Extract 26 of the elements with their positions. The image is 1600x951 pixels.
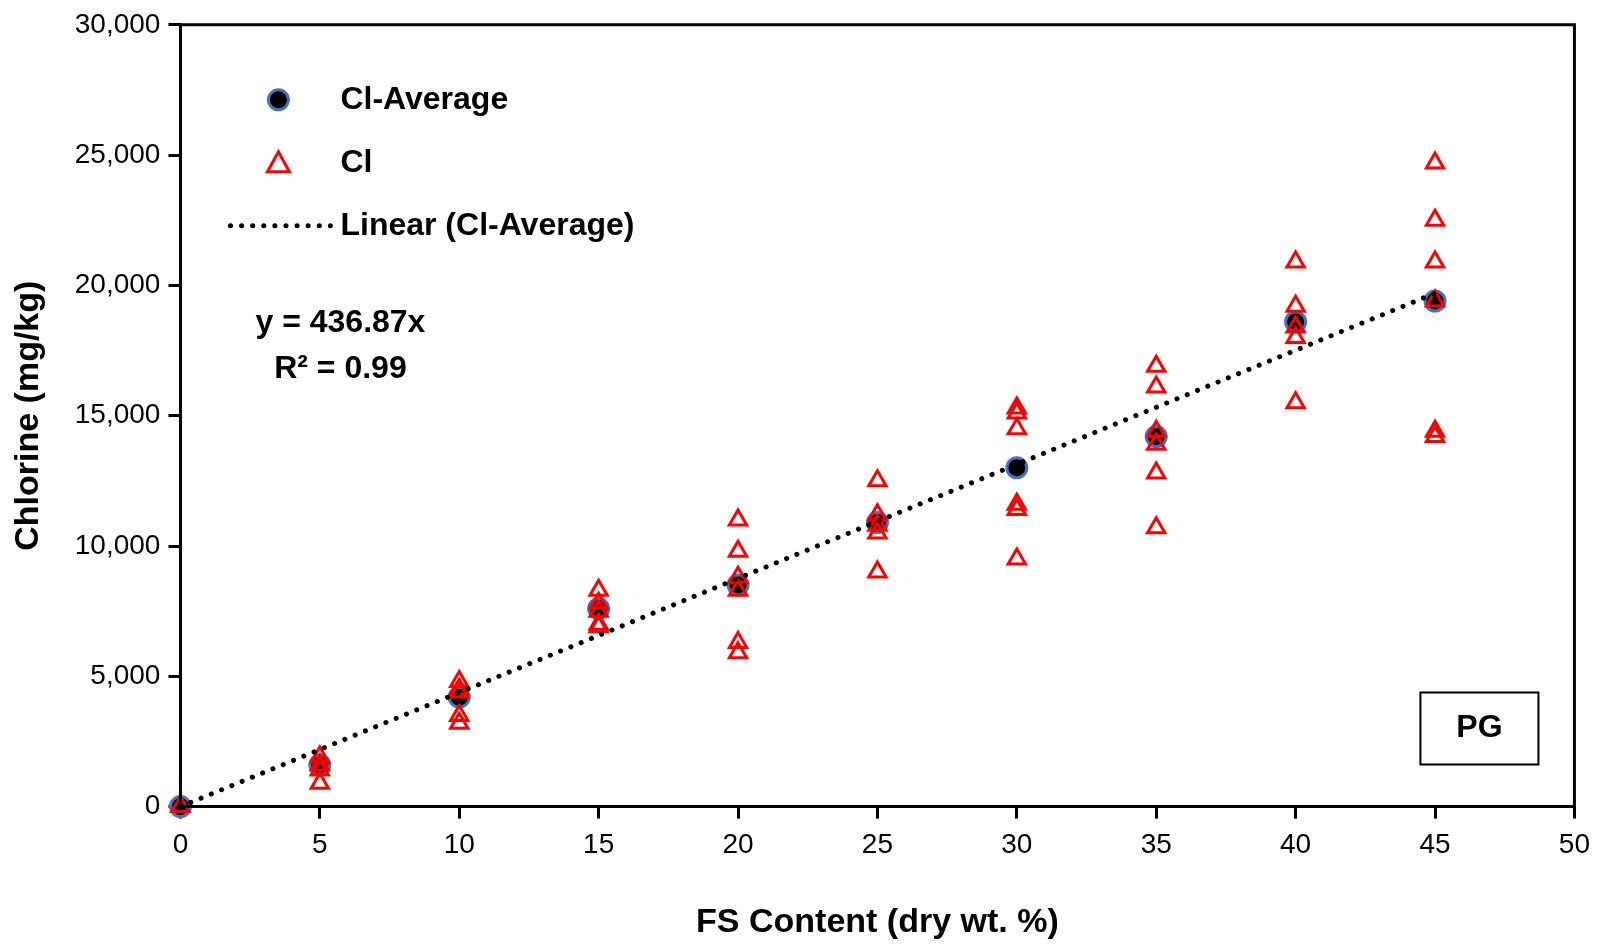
x-tick-label: 25 — [861, 828, 894, 860]
x-tick-label: 30 — [1001, 828, 1033, 860]
y-tick-label: 30,000 — [74, 7, 161, 39]
annotation: R² = 0.99 — [274, 348, 407, 385]
annotation: PG — [1456, 708, 1503, 745]
x-tick-label: 40 — [1280, 828, 1312, 860]
y-tick-label: 15,000 — [74, 398, 161, 430]
legend-label: Linear (Cl-Average) — [340, 205, 635, 242]
x-tick-label: 20 — [722, 828, 754, 860]
x-tick-label: 35 — [1140, 828, 1172, 860]
y-axis-title: Chlorine (mg/kg) — [6, 280, 45, 551]
legend-label: Cl-Average — [340, 79, 509, 116]
y-tick-label: 20,000 — [74, 268, 161, 300]
y-tick-label: 0 — [144, 789, 161, 821]
y-tick-label: 25,000 — [74, 137, 161, 169]
x-tick-label: 10 — [443, 828, 475, 860]
x-axis-title: FS Content (dry wt. %) — [696, 900, 1059, 939]
x-tick-label: 45 — [1419, 828, 1451, 860]
y-tick-label: 5,000 — [90, 659, 161, 691]
x-tick-label: 5 — [312, 828, 328, 860]
y-tick-label: 10,000 — [74, 528, 161, 560]
annotation: y = 436.87x — [255, 302, 426, 339]
x-tick-label: 15 — [583, 828, 615, 860]
legend-label: Cl — [340, 142, 373, 179]
x-tick-label: 50 — [1558, 828, 1591, 860]
x-tick-label: 0 — [172, 828, 189, 860]
